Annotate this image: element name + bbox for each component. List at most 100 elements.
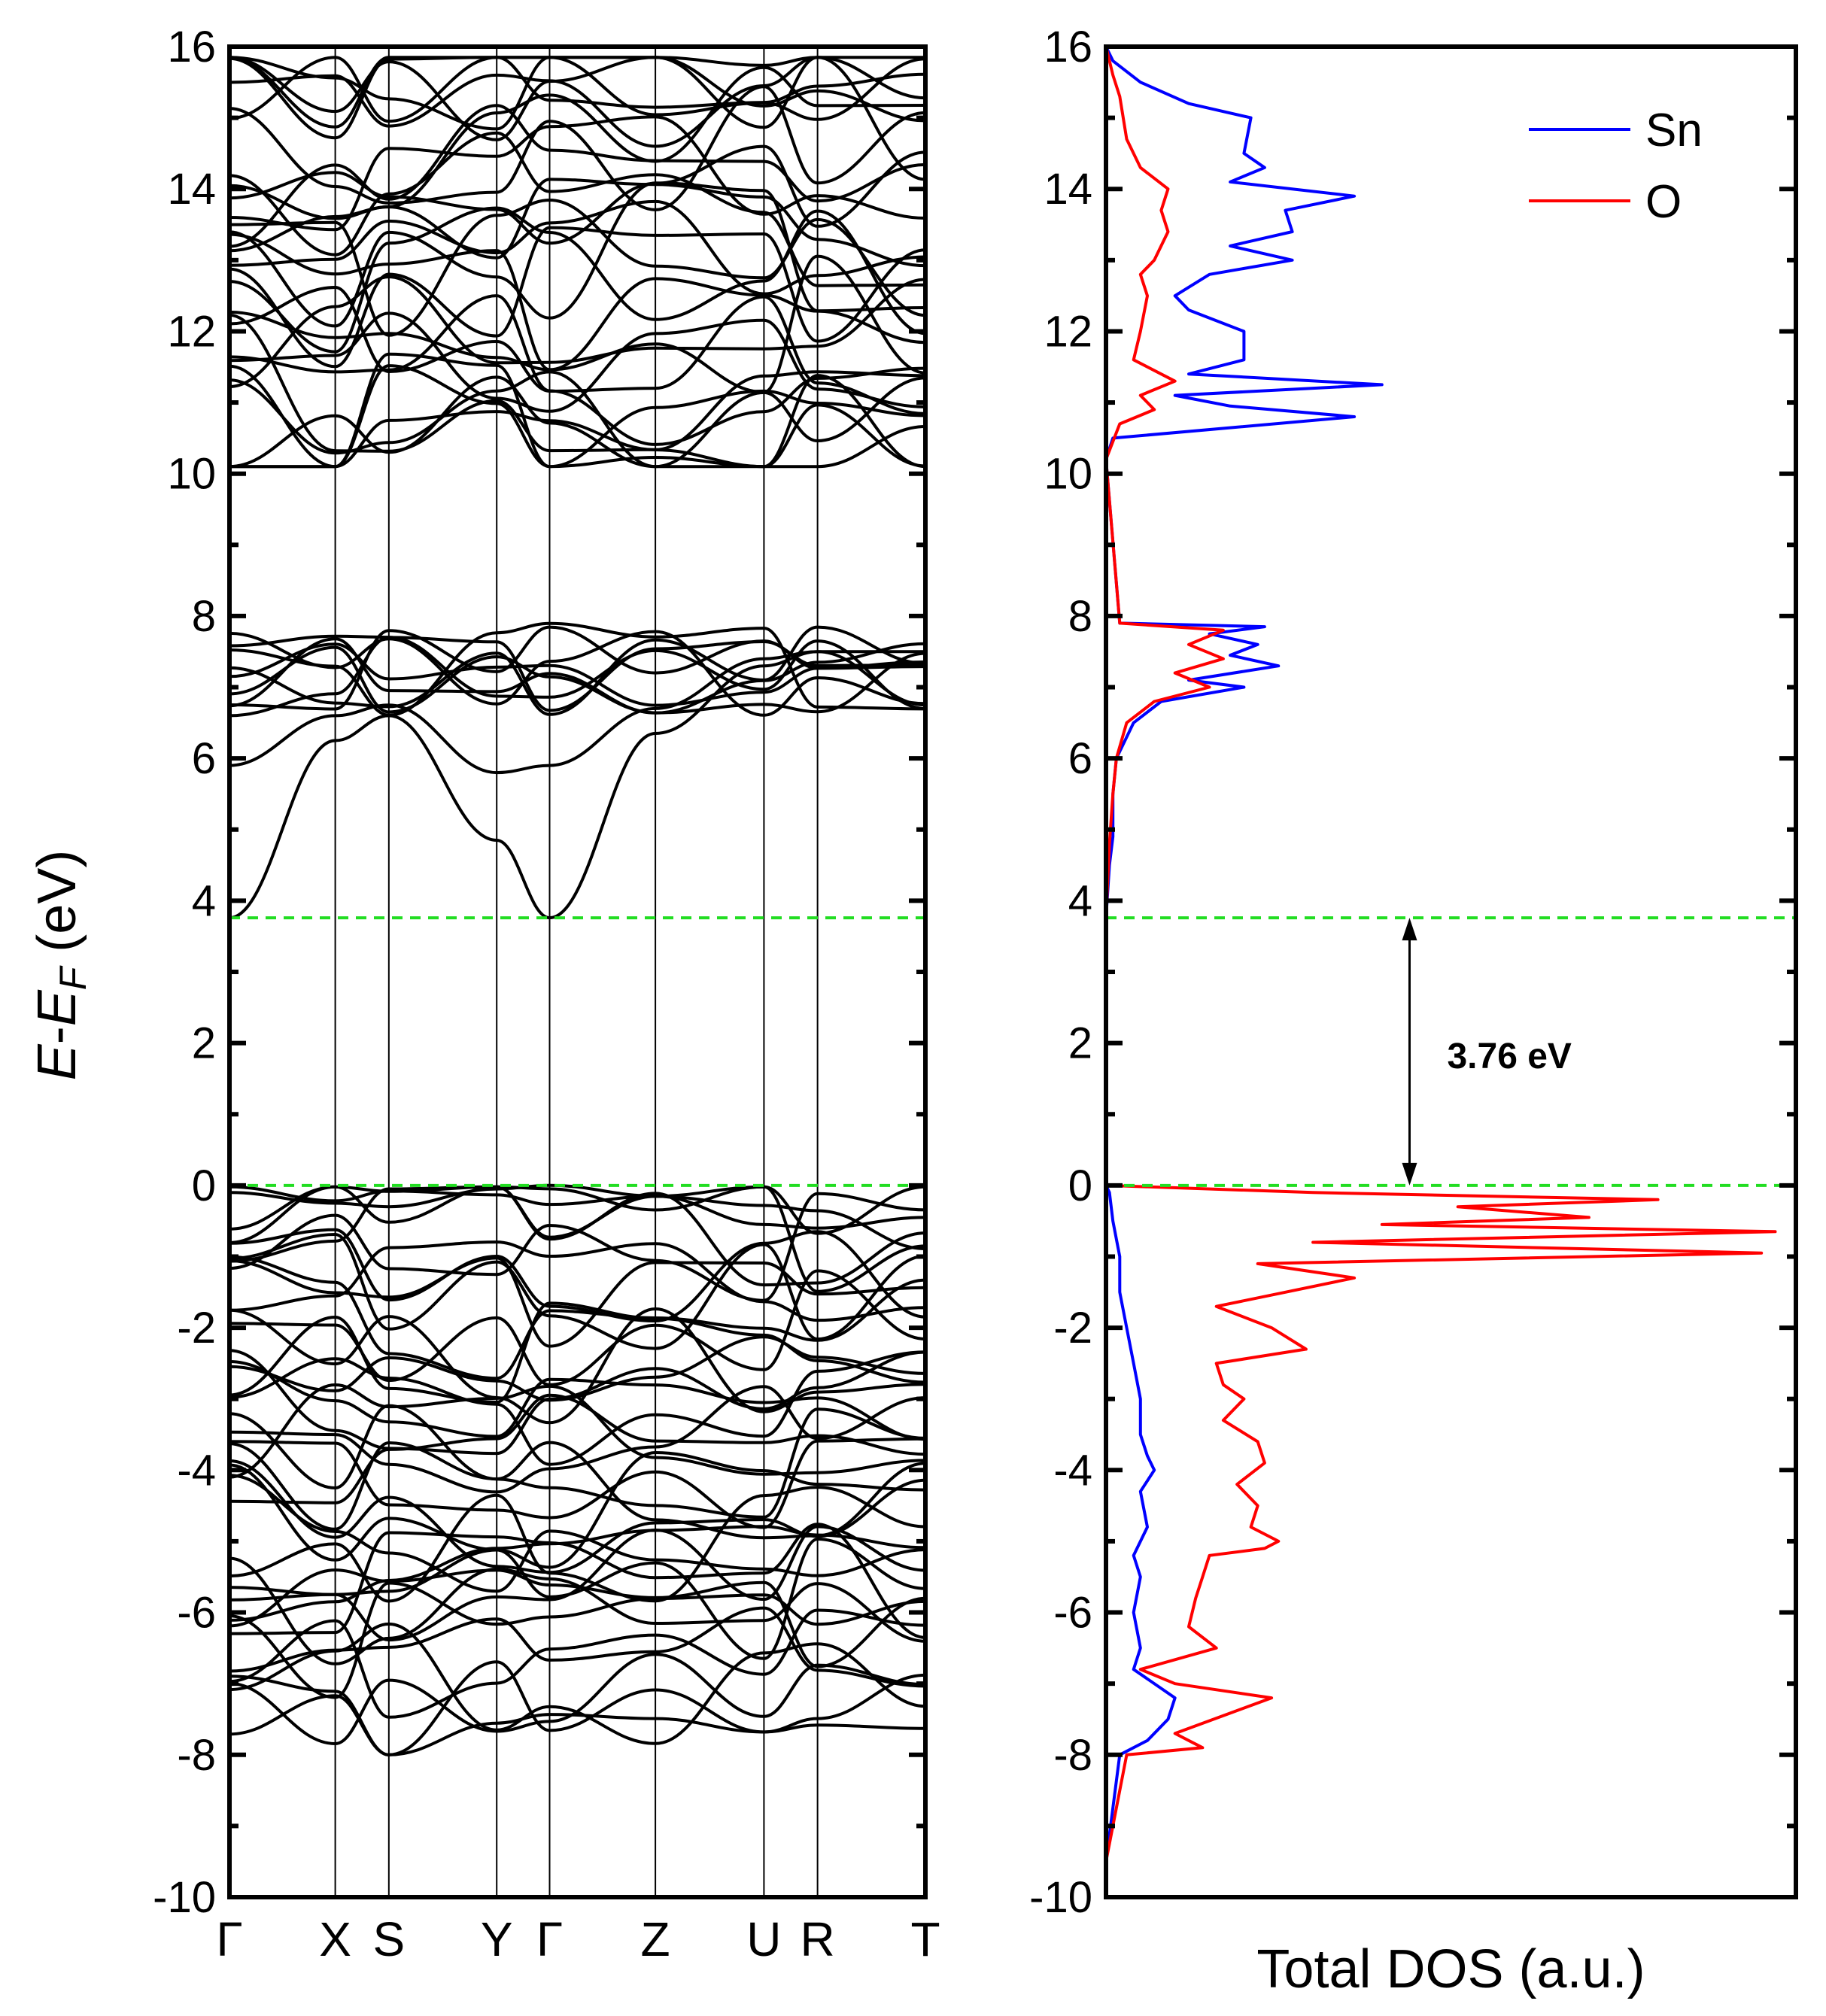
band-curve	[229, 85, 926, 211]
gap-arrow-head-top	[1402, 918, 1417, 941]
kpoint-label: S	[372, 1912, 405, 1966]
kpoint-label: U	[746, 1912, 781, 1966]
band-curve	[229, 1255, 926, 1380]
y-axis-title: E-EF (eV)	[27, 850, 94, 1081]
band-curve	[229, 375, 926, 469]
band-curve	[229, 226, 926, 369]
legend: Sn O	[1529, 105, 1703, 228]
y-tick-label: 6	[1068, 734, 1092, 783]
kpoint-label: Γ	[536, 1912, 563, 1966]
band-curve	[229, 642, 926, 707]
y-tick-label: -8	[177, 1731, 216, 1780]
y-tick-label: 16	[1044, 23, 1092, 71]
y-tick-label: -10	[1029, 1873, 1092, 1922]
band-curve	[229, 634, 926, 711]
band-curve	[229, 1269, 926, 1386]
band-curve	[229, 1256, 926, 1348]
y-axis-title-E: E	[27, 1043, 87, 1080]
band-curve	[229, 625, 926, 711]
band-curve	[229, 1441, 926, 1540]
gap-arrow-head-bottom	[1402, 1162, 1417, 1186]
y-tick-label: 8	[1068, 592, 1092, 641]
y-tick-label: 4	[192, 876, 216, 925]
y-axis-title-unit: (eV)	[27, 850, 87, 952]
band-curve	[229, 131, 926, 287]
kpoint-label: Z	[641, 1912, 670, 1966]
band-curve	[229, 1450, 926, 1569]
y-tick-label: -2	[177, 1304, 216, 1353]
y-tick-label: 8	[192, 592, 216, 641]
band-curve	[229, 1622, 926, 1745]
y-tick-labels: -10 -8 -6 -4 -2 0 2 4 6 8 10 12 14 16	[153, 23, 216, 1922]
band-gap-annotation: 3.76 eV	[1402, 918, 1572, 1186]
y-tick-label: 12	[1044, 307, 1092, 356]
y-tick-label: 10	[1044, 450, 1092, 499]
kpoint-label: Γ	[216, 1912, 242, 1966]
band-curve	[229, 1568, 926, 1668]
band-curve	[229, 1228, 926, 1323]
plot-frame	[227, 44, 928, 1899]
band-curve	[229, 1608, 926, 1719]
band-curve	[229, 1660, 926, 1756]
band-curve	[229, 1537, 926, 1660]
band-curve	[229, 1385, 926, 1494]
kpoint-label: X	[319, 1912, 351, 1966]
band-curve	[229, 621, 926, 717]
band-curve	[229, 1185, 926, 1287]
dos-series	[1104, 46, 1777, 1863]
y-tick-label: 6	[192, 734, 216, 783]
y-tick-label: -8	[1053, 1731, 1092, 1780]
band-curve	[229, 1383, 926, 1479]
y-tick-label: -10	[153, 1873, 216, 1922]
y-tick-label: -4	[1053, 1446, 1092, 1495]
gap-label: 3.76 eV	[1447, 1037, 1571, 1076]
y-tick-labels: -10 -8 -6 -4 -2 0 2 4 6 8 10 12 14 16	[1029, 23, 1092, 1922]
y-tick-label: 12	[167, 307, 216, 356]
band-curve	[229, 370, 926, 469]
band-curve	[229, 352, 926, 469]
y-tick-label: 2	[192, 1019, 216, 1068]
band-curve	[229, 1459, 926, 1574]
band-curve	[229, 625, 926, 716]
band-curve	[229, 285, 926, 415]
band-curve	[229, 1185, 926, 1293]
band-curve	[229, 144, 926, 245]
x-axis-title: Total DOS (a.u.)	[1256, 1939, 1645, 1999]
dos-series-o	[1104, 46, 1777, 1863]
y-tick-label: -6	[1053, 1589, 1092, 1638]
y-tick-label: -4	[177, 1446, 216, 1495]
y-tick-label: 4	[1068, 876, 1092, 925]
band-curve	[229, 1673, 926, 1756]
band-curve	[229, 645, 926, 715]
band-curve	[229, 199, 926, 296]
band-curve	[229, 1185, 926, 1263]
reference-lines	[1106, 916, 1796, 1187]
y-tick-label: 2	[1068, 1019, 1092, 1068]
band-curve	[229, 104, 926, 248]
band-curve	[229, 1653, 926, 1746]
y-tick-label: -6	[177, 1589, 216, 1638]
y-ticks	[1106, 44, 1796, 1899]
reference-lines	[229, 916, 925, 1187]
band-curve	[229, 1360, 926, 1441]
y-tick-label: 0	[1068, 1161, 1092, 1210]
y-axis-title-E2: E	[27, 989, 87, 1026]
y-axis-title-dash: -	[27, 1026, 87, 1044]
y-axis-title-sub: F	[52, 965, 94, 990]
band-curve	[229, 56, 926, 141]
band-curve	[229, 56, 926, 140]
band-curve	[229, 1474, 926, 1593]
band-curves	[229, 56, 926, 1756]
y-tick-label: 16	[167, 23, 216, 71]
kpoint-label: Y	[481, 1912, 513, 1966]
kpoint-label: R	[801, 1912, 835, 1966]
y-tick-label: -2	[1053, 1304, 1092, 1353]
band-curve	[229, 637, 926, 715]
band-curve	[229, 1486, 926, 1603]
band-curve	[229, 1192, 926, 1302]
band-curve	[229, 313, 926, 453]
y-tick-label: 14	[167, 165, 216, 214]
